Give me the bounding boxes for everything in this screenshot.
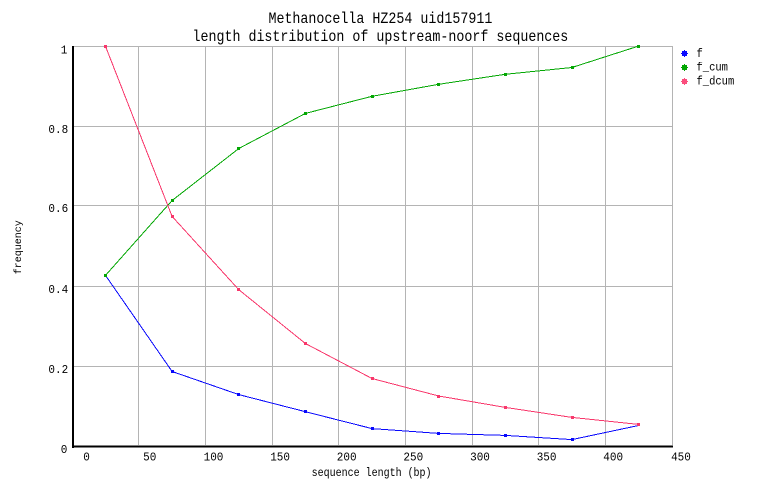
svg-text:0: 0 [83,451,90,465]
svg-text:200: 200 [337,451,357,465]
svg-text:0: 0 [61,444,68,458]
svg-text:250: 250 [403,451,423,465]
svg-text:f: f [697,49,703,62]
svg-text:Methanocella HZ254 uid157911: Methanocella HZ254 uid157911 [268,11,492,28]
svg-text:0.6: 0.6 [48,203,68,217]
svg-text:400: 400 [603,451,623,465]
svg-text:frequency: frequency [13,220,25,274]
svg-text:450: 450 [671,451,691,465]
svg-text:300: 300 [470,451,490,465]
svg-text:150: 150 [270,451,290,465]
svg-text:0.4: 0.4 [48,284,68,298]
svg-text:350: 350 [537,451,557,465]
svg-text:f_dcum: f_dcum [697,76,735,89]
svg-text:1: 1 [61,44,68,58]
svg-text:50: 50 [143,451,156,465]
svg-text:0.2: 0.2 [48,364,68,378]
svg-text:length distribution of upstrea: length distribution of upstream-noorf se… [192,29,568,46]
svg-text:f_cum: f_cum [697,62,729,75]
svg-text:0.8: 0.8 [48,123,68,137]
svg-text:100: 100 [204,451,224,465]
svg-text:sequence length (bp): sequence length (bp) [312,467,432,480]
